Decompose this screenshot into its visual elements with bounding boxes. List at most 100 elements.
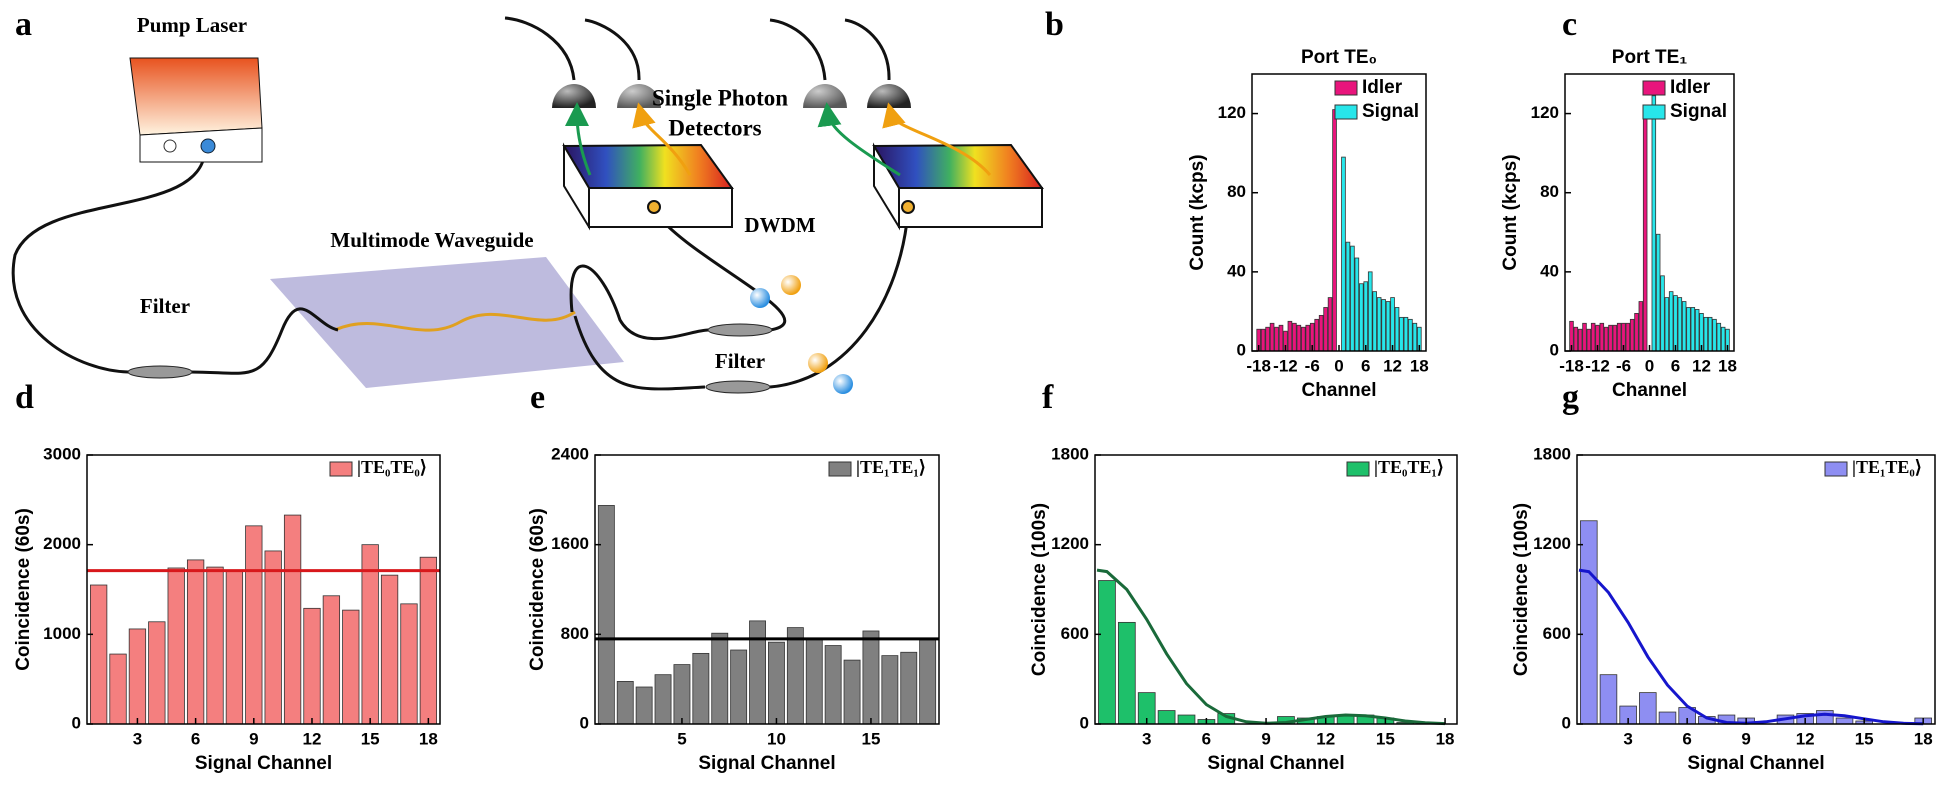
bar [283, 514, 302, 725]
bar [322, 595, 341, 725]
panel-label: a [15, 6, 32, 43]
chart-title: Port TE₁ [1612, 47, 1688, 68]
x-tick-label: 6 [1682, 729, 1691, 748]
bar [1608, 324, 1613, 352]
y-tick-label: 2000 [43, 534, 81, 553]
bar [1634, 313, 1639, 352]
bar [1639, 692, 1657, 725]
bar [1664, 297, 1670, 352]
y-tick-label: 0 [580, 713, 589, 732]
panel-label: d [15, 379, 34, 416]
y-tick-label: 0 [1562, 713, 1571, 732]
bar [862, 630, 880, 725]
chart: 0 600 1200 1800 3 6 9 12 15 18 Signal Channel Coinc… [1029, 444, 1458, 774]
bar [1301, 326, 1306, 352]
bar [167, 567, 185, 725]
label: Detectors [668, 115, 761, 140]
bar [1673, 295, 1678, 352]
y-tick-label: 600 [1543, 624, 1571, 643]
arrows [565, 102, 992, 177]
bar [1390, 297, 1395, 352]
y-tick-label: 40 [1227, 261, 1246, 280]
bar [1629, 318, 1635, 352]
y-tick-label: 80 [1227, 182, 1246, 201]
bar [786, 627, 804, 725]
bar [342, 609, 360, 725]
bar [1707, 316, 1713, 352]
y-tick-label: 40 [1540, 261, 1559, 280]
bar [1651, 95, 1657, 352]
plot-frame [1576, 454, 1936, 725]
y-tick-label: 120 [1218, 103, 1246, 122]
bar [1412, 322, 1418, 352]
x-tick-label: 12 [1383, 356, 1402, 375]
x-tick-label: 6 [191, 729, 200, 748]
bar [1573, 326, 1579, 352]
bar [1690, 307, 1696, 352]
pump-laser [129, 57, 263, 136]
legend-swatch [1642, 104, 1666, 120]
detector [552, 84, 911, 108]
legend-label: |TE₁TE₁⟩ [856, 457, 926, 477]
x-tick-label: -18 [1559, 356, 1584, 375]
bar [1580, 520, 1598, 725]
bar [1638, 301, 1644, 352]
bar [1694, 309, 1700, 352]
bar [1318, 314, 1324, 352]
bar [635, 686, 653, 725]
bar [1590, 322, 1596, 352]
bar [148, 621, 166, 725]
bar [186, 559, 205, 725]
bar [1269, 322, 1275, 352]
bar [206, 566, 224, 725]
bar [1287, 320, 1293, 352]
bar [1381, 299, 1386, 352]
bar [1835, 717, 1854, 725]
x-tick-label: -6 [1616, 356, 1631, 375]
y-axis-label: Coincidence (60s) [13, 508, 34, 671]
legend-swatch [828, 461, 852, 477]
y-tick-label: 1000 [43, 624, 81, 643]
bar [1816, 710, 1834, 725]
bar [1117, 621, 1136, 725]
bar [824, 645, 842, 725]
bar [730, 649, 748, 725]
bar [1616, 322, 1622, 352]
legend-label: Signal [1362, 101, 1419, 122]
x-tick-label: 18 [1718, 356, 1737, 375]
bar [616, 681, 634, 725]
x-tick-label: 6 [1671, 356, 1680, 375]
x-tick-label: 12 [303, 729, 322, 748]
legend-label: |TE₁TE₀⟩ [1852, 457, 1922, 477]
bar [1625, 322, 1631, 352]
x-tick-label: 3 [1142, 729, 1151, 748]
chart: 0 600 1200 1800 3 6 9 12 15 18 Signal Channel Coinc… [1511, 444, 1936, 774]
y-tick-label: 0 [72, 713, 81, 732]
y-tick-label: 800 [561, 624, 589, 643]
bar [1265, 326, 1270, 352]
bar [1177, 714, 1196, 725]
bar [1577, 328, 1583, 352]
y-tick-label: 1800 [1533, 444, 1571, 463]
bar [1296, 324, 1302, 352]
label: Pump Laser [137, 13, 247, 37]
legend-swatch [1824, 461, 1848, 477]
x-tick-label: -18 [1246, 356, 1271, 375]
plot-frame [86, 454, 441, 725]
bar [1403, 316, 1409, 352]
label: Filter [715, 349, 765, 373]
bar [1394, 307, 1400, 352]
bar [1345, 241, 1351, 352]
bar [1327, 297, 1333, 352]
y-tick-label: 1600 [551, 534, 589, 553]
x-tick-label: 15 [361, 729, 380, 748]
bar [673, 664, 691, 725]
bar [711, 632, 729, 725]
plot-frame [594, 454, 940, 725]
y-tick-label: 0 [1550, 340, 1559, 359]
dwdm [562, 142, 1044, 231]
legend-label: |TE₀TE₁⟩ [1374, 457, 1444, 477]
panel-label: f [1042, 379, 1054, 416]
